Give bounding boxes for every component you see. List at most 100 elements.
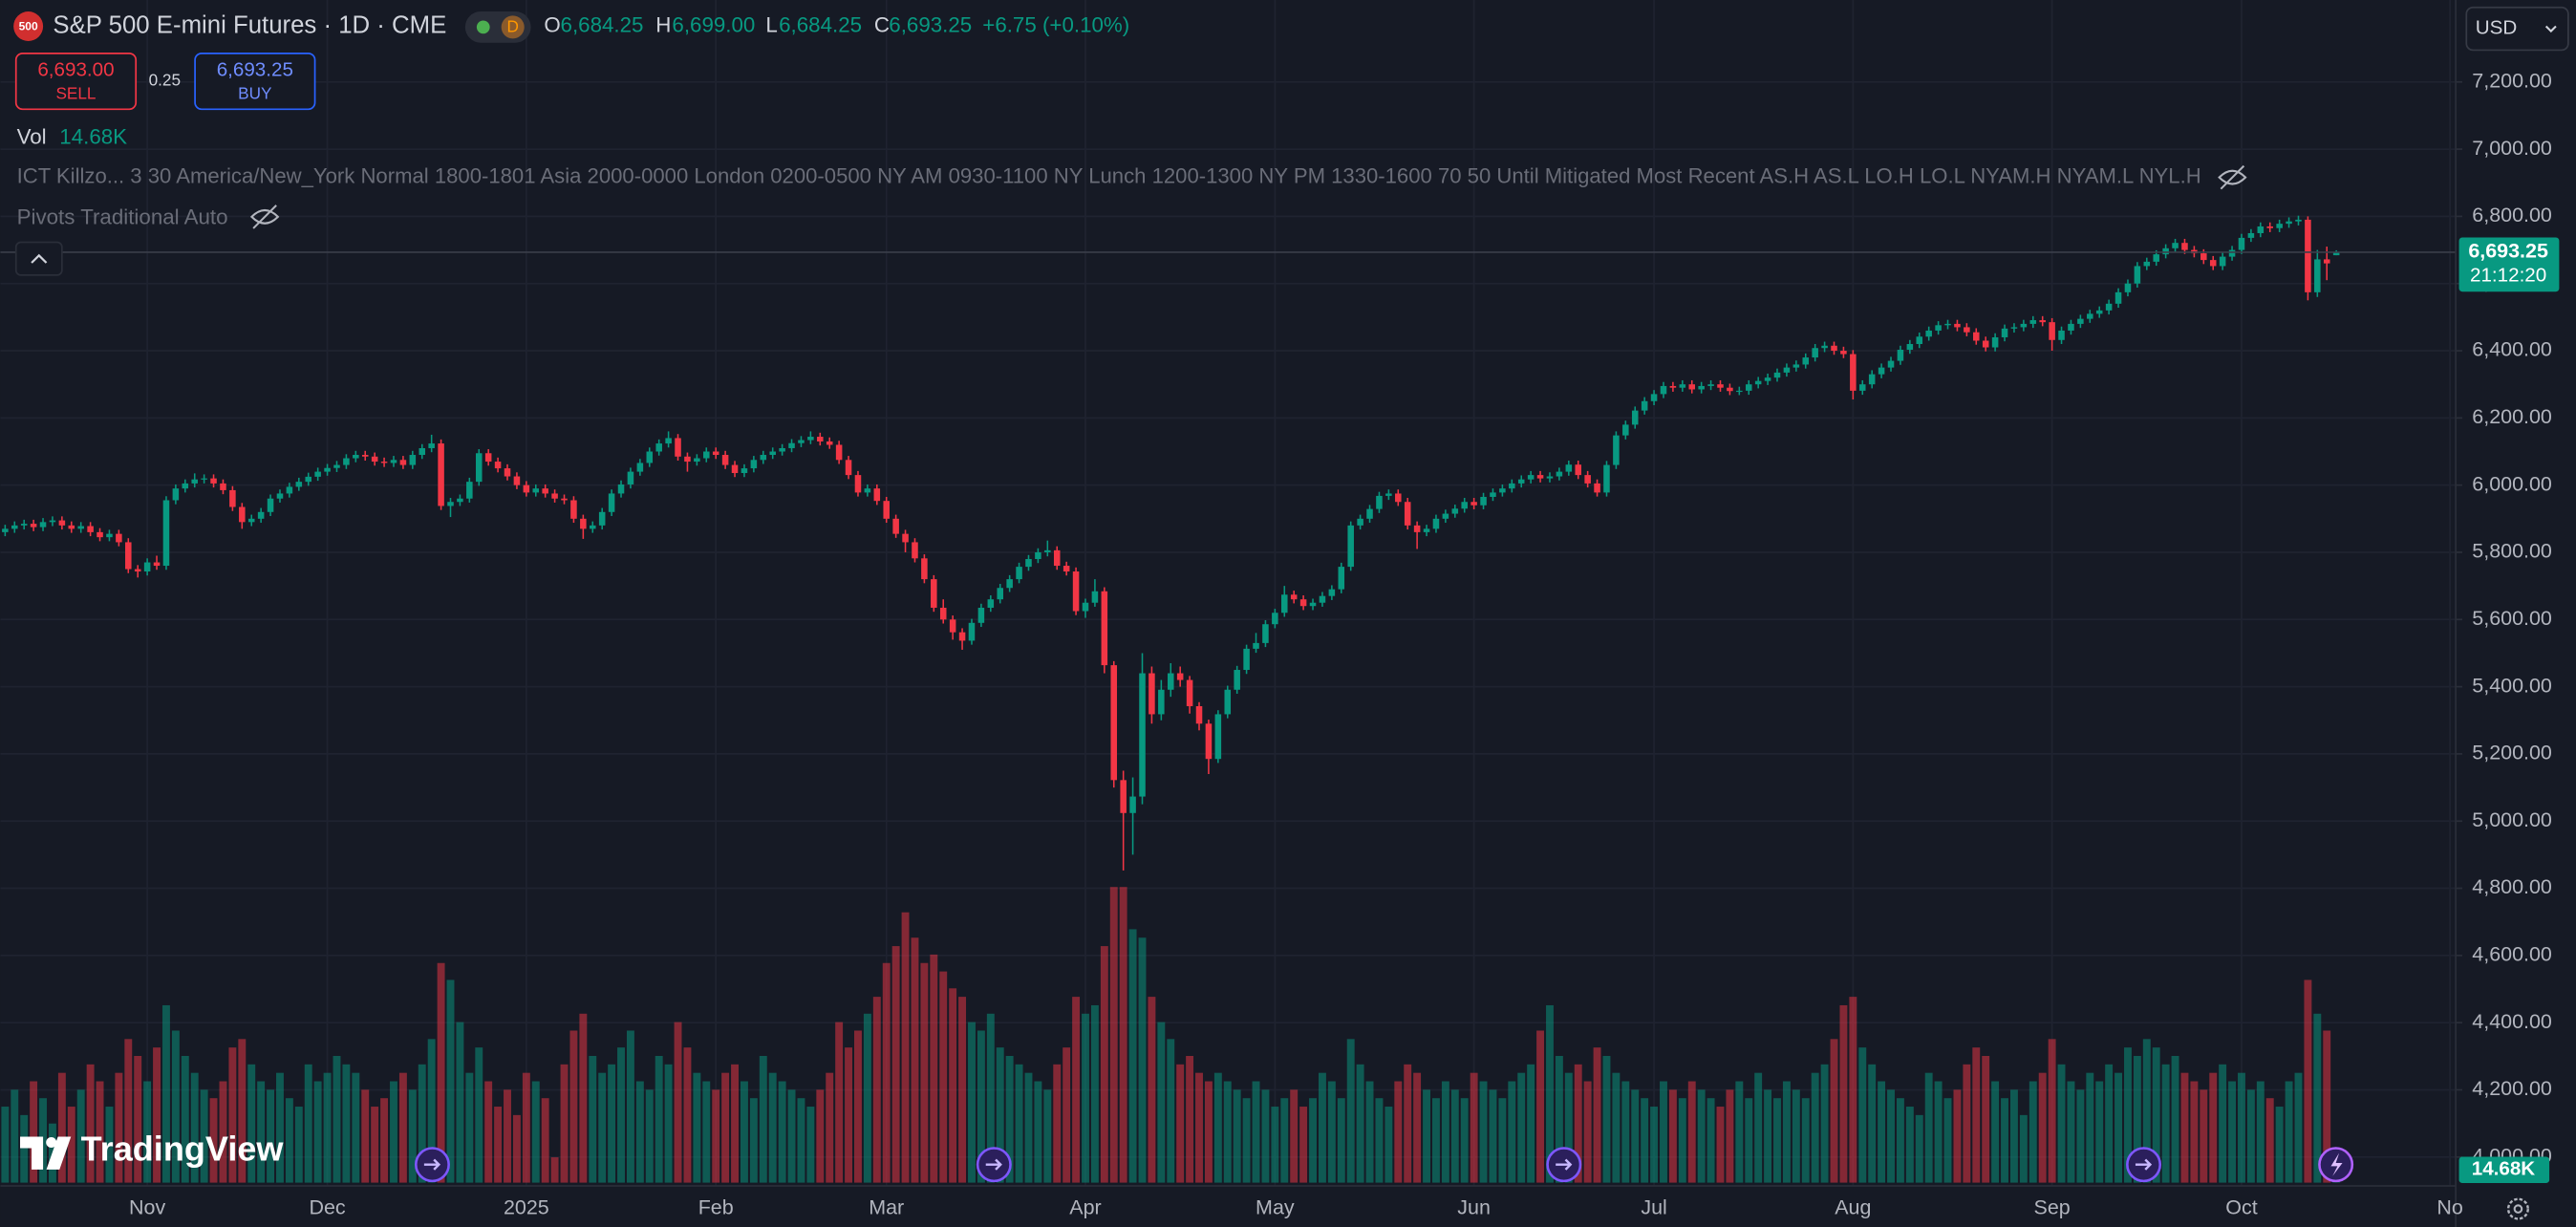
volume-bar (1346, 1039, 1355, 1183)
volume-bar (181, 1055, 189, 1183)
candle-body (106, 533, 113, 538)
candle-body (2172, 243, 2179, 248)
candle-body (1527, 475, 1535, 480)
candle-body (2314, 259, 2321, 292)
candle-body (134, 569, 141, 572)
event-icons (414, 1147, 2354, 1183)
volume-bar (1441, 1081, 1449, 1183)
volume-bar (484, 1081, 493, 1183)
candle-body (646, 451, 654, 463)
candle-body (220, 483, 226, 490)
volume-bar (1489, 1089, 1497, 1183)
currency-select[interactable] (2465, 6, 2569, 52)
volume-bar (1470, 1072, 1478, 1183)
volume-bar (645, 1089, 654, 1183)
candle-body (1736, 390, 1743, 393)
candle-body (627, 471, 634, 484)
volume-bar (2067, 1081, 2075, 1183)
candle-body (798, 440, 805, 443)
y-tick-label: 5,400.00 (2472, 674, 2552, 697)
candle-body (1802, 357, 1810, 365)
candle-body (1773, 372, 1781, 378)
candle-body (1110, 665, 1118, 781)
volume-bar (153, 1047, 161, 1183)
candle-body (162, 500, 170, 567)
candle-body (1309, 602, 1317, 607)
volume-bar (1915, 1114, 1923, 1183)
candle-body (1499, 488, 1506, 493)
volume-bar (2219, 1064, 2227, 1183)
event-arrow (2135, 1158, 2153, 1171)
x-tick-label: 2025 (504, 1196, 549, 1219)
gear-outer (2506, 1197, 2529, 1220)
candle-body (2209, 260, 2217, 267)
indicator-legend[interactable]: Pivots Traditional Auto (17, 205, 228, 229)
event-icon[interactable] (414, 1147, 450, 1183)
event-icon[interactable] (976, 1147, 1012, 1183)
volume-bar (1186, 1055, 1194, 1183)
volume-bar (380, 1098, 389, 1183)
volume-bar (731, 1064, 739, 1183)
candle-body (1082, 602, 1089, 612)
volume-bar (768, 1072, 777, 1183)
candle-body (1461, 502, 1468, 509)
volume-bar (741, 1081, 748, 1183)
volume-bar (1195, 1072, 1203, 1183)
volume-bar (1963, 1064, 1971, 1183)
volume-bar (1697, 1089, 1706, 1183)
candle-body (2010, 327, 2018, 329)
volume-bar (2057, 1064, 2066, 1183)
volume-bar (475, 1047, 483, 1183)
volume-bar (977, 1030, 985, 1183)
candle-body (504, 468, 511, 477)
volume-bar (1687, 1081, 1696, 1183)
x-tick-label: Sep (2034, 1196, 2071, 1219)
candle-body (542, 488, 548, 494)
candle-body (523, 484, 530, 493)
event-icon[interactable] (2318, 1147, 2354, 1183)
candle-body (997, 588, 1004, 600)
y-tick-label: 6,200.00 (2472, 405, 2552, 428)
volume-bar (683, 1047, 692, 1183)
event-icon[interactable] (1546, 1147, 1582, 1183)
candle-body (1366, 508, 1373, 519)
volume-bar (437, 962, 445, 1183)
volume-bar (1327, 1081, 1336, 1183)
buy-button[interactable] (194, 53, 316, 111)
candle-body (229, 489, 236, 507)
indicator-legend[interactable]: ICT Killzo... 3 30 America/New_York Norm… (17, 164, 2201, 188)
event-icon[interactable] (2126, 1147, 2162, 1183)
candle-body (1006, 579, 1013, 589)
candle-body (2323, 259, 2330, 264)
hidden-eye-icon[interactable] (2218, 164, 2247, 190)
tradingview-logo[interactable]: TradingView (20, 1129, 284, 1170)
settings-gear[interactable] (2506, 1197, 2529, 1220)
sell-button[interactable] (14, 53, 138, 111)
symbol-title[interactable]: S&P 500 E-mini Futures · 1D · CME (53, 11, 446, 38)
candle-body (2247, 232, 2255, 238)
candle-body (353, 455, 359, 459)
candle-body (201, 478, 207, 480)
candle-body (826, 441, 833, 445)
volume-bar (1119, 887, 1127, 1183)
status-badge: D (506, 17, 518, 36)
volume-bar (276, 1072, 284, 1183)
volume-bar (1280, 1098, 1289, 1183)
candle-body (419, 447, 426, 456)
volume-bar (1574, 1064, 1582, 1183)
candle-body (1091, 591, 1099, 603)
hidden-eye-icon[interactable] (249, 204, 280, 229)
volume-bar (1602, 1055, 1611, 1183)
collapse-button[interactable] (14, 241, 63, 276)
volume-bar (115, 1072, 123, 1183)
candle-body (1167, 673, 1174, 690)
candle-body (1139, 673, 1146, 797)
candle-body (1224, 689, 1232, 715)
grid (0, 0, 2457, 1187)
candle-body (1385, 493, 1392, 496)
candle-body (570, 500, 577, 519)
candle-body (845, 460, 852, 476)
candle-body (1262, 624, 1269, 643)
candle-body (912, 542, 918, 559)
candle-body (182, 483, 189, 489)
